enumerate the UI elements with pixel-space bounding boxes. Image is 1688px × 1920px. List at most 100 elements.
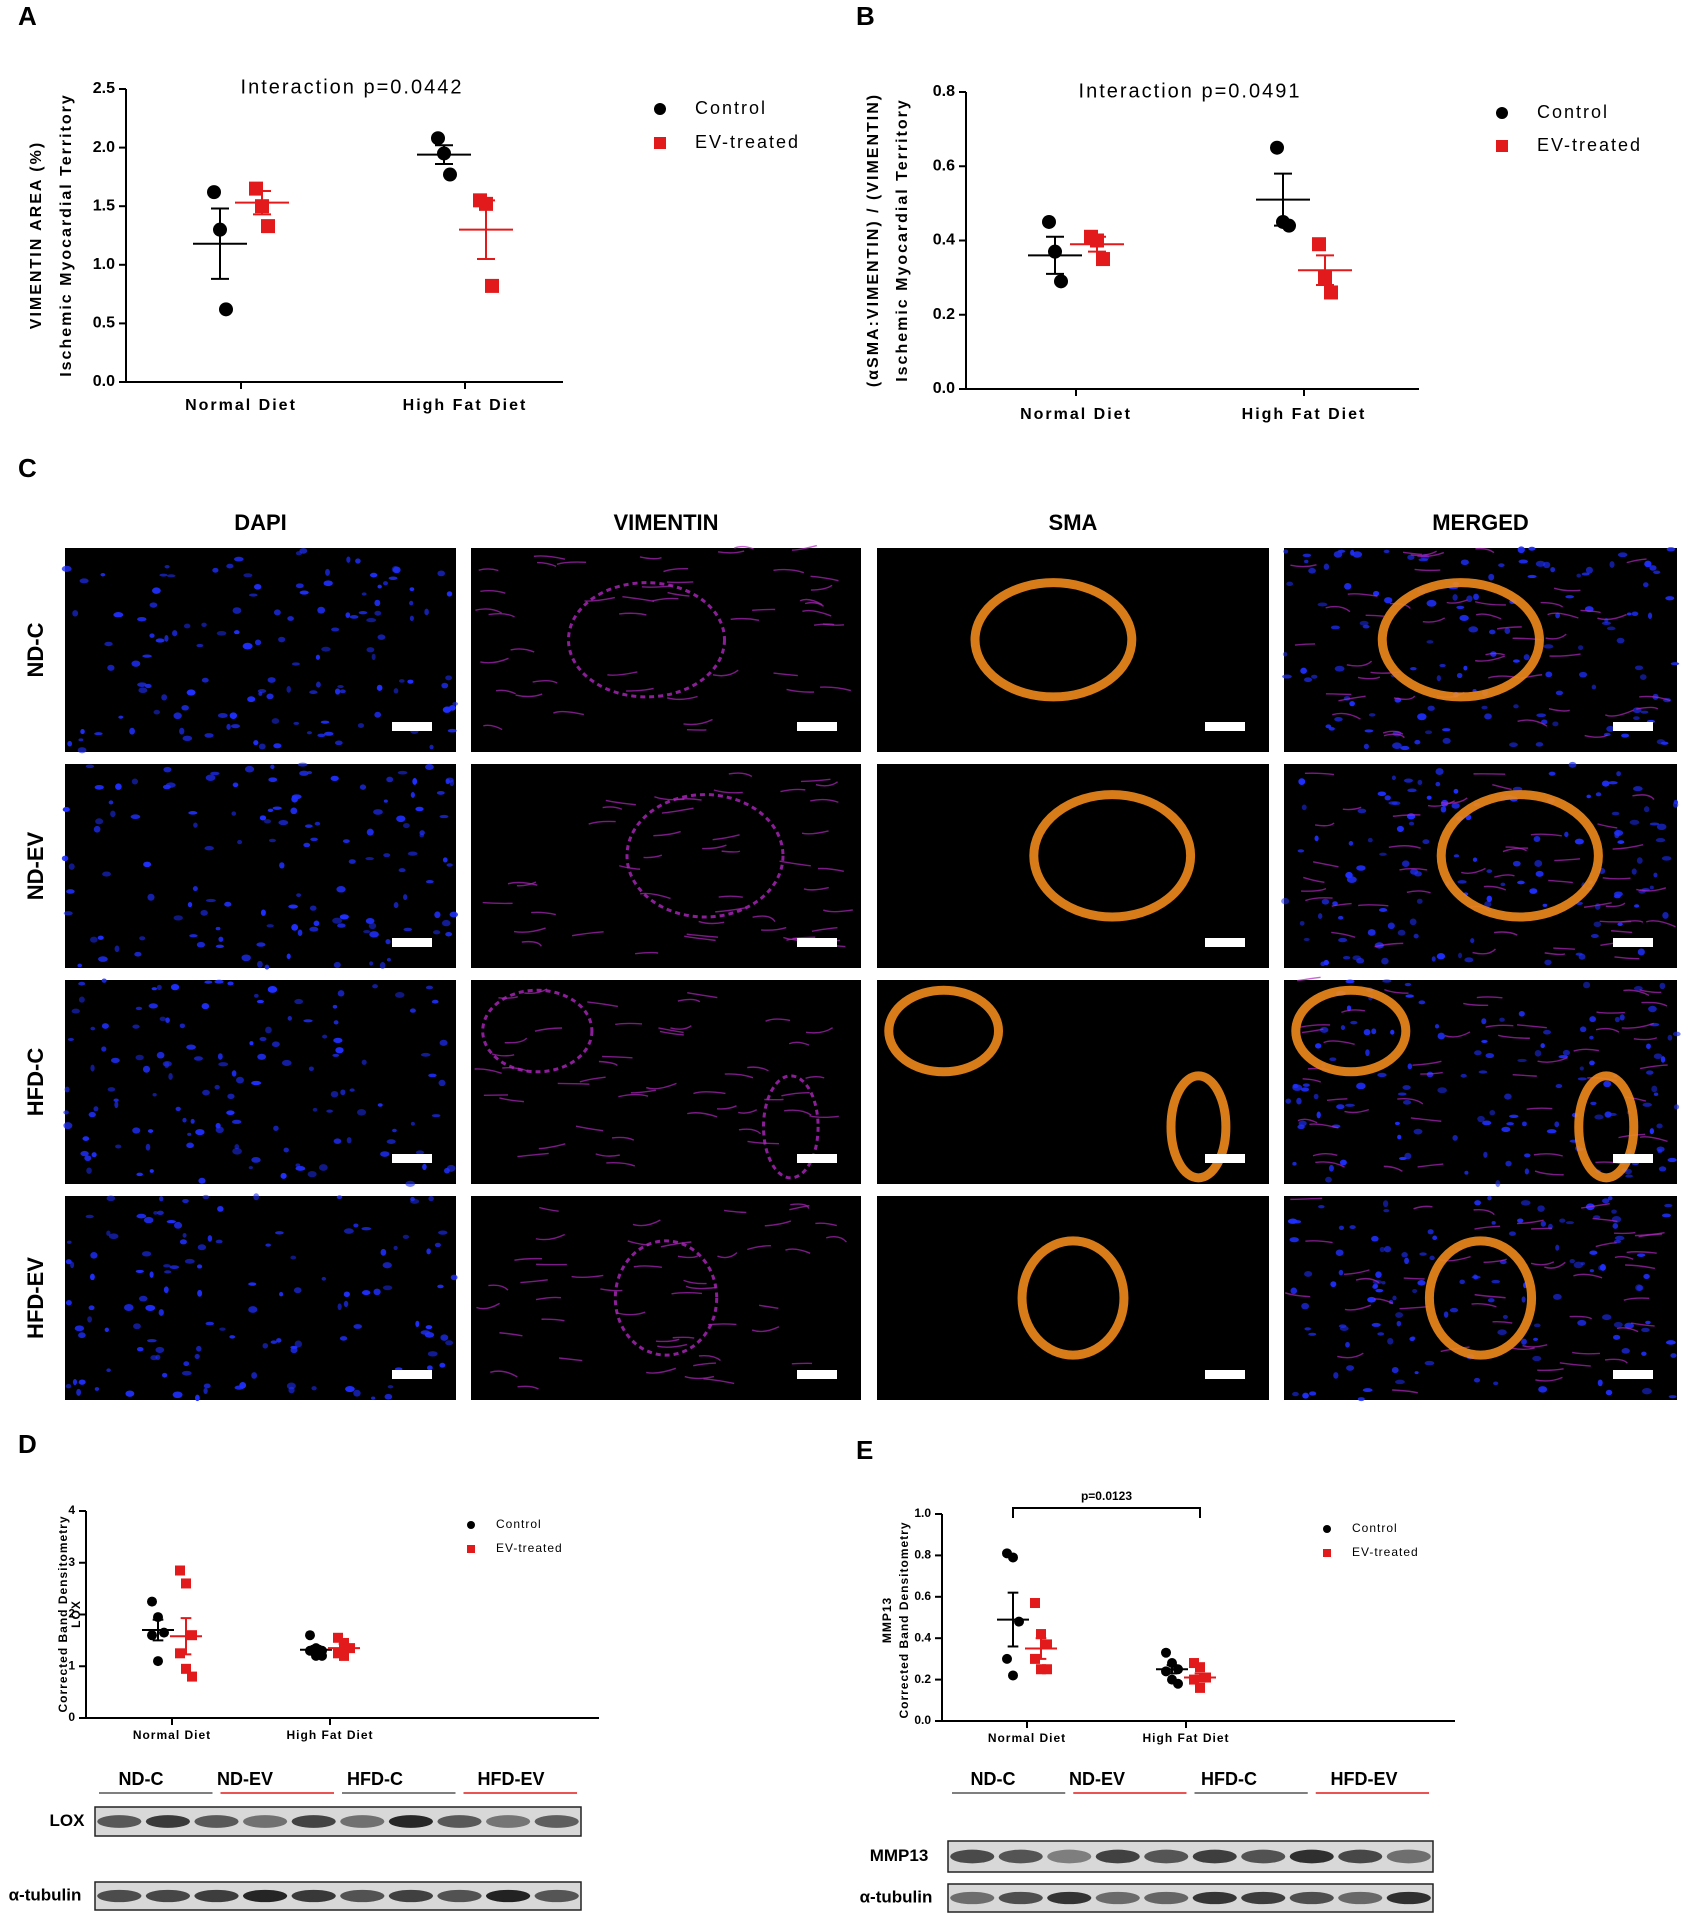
nucleus bbox=[1581, 572, 1590, 576]
nucleus bbox=[382, 1285, 393, 1291]
nucleus bbox=[226, 723, 231, 730]
nucleus bbox=[182, 1198, 189, 1204]
vimentin-fiber bbox=[1511, 1347, 1535, 1351]
nucleus bbox=[85, 764, 95, 769]
nucleus bbox=[258, 743, 266, 750]
nucleus bbox=[1397, 1092, 1407, 1096]
nucleus bbox=[251, 1372, 258, 1379]
nucleus bbox=[190, 1118, 195, 1124]
nucleus bbox=[152, 587, 161, 594]
nucleus bbox=[1633, 786, 1643, 792]
nucleus bbox=[1602, 1314, 1612, 1321]
vimentin-fiber bbox=[1544, 1261, 1566, 1269]
nucleus bbox=[1308, 567, 1316, 574]
nucleus bbox=[214, 979, 224, 984]
nucleus bbox=[380, 1151, 390, 1157]
nucleus bbox=[1308, 1391, 1317, 1396]
nucleus bbox=[226, 563, 234, 569]
vimentin-fiber bbox=[515, 693, 543, 698]
blot-band bbox=[388, 1815, 433, 1828]
nucleus bbox=[372, 984, 378, 989]
vimentin-fiber bbox=[616, 1311, 646, 1316]
nucleus bbox=[1577, 1077, 1587, 1081]
nucleus bbox=[1417, 713, 1427, 721]
significance-bracket bbox=[1012, 1507, 1201, 1518]
nucleus bbox=[226, 1110, 235, 1116]
nucleus bbox=[187, 902, 193, 908]
data-point bbox=[339, 1650, 349, 1661]
micrograph-bg bbox=[877, 980, 1269, 1184]
vimentin-fiber bbox=[670, 1025, 692, 1030]
nucleus bbox=[293, 1287, 302, 1294]
vimentin-fiber bbox=[1559, 1362, 1591, 1367]
blot-band bbox=[1192, 1891, 1237, 1905]
nucleus bbox=[1427, 1229, 1434, 1235]
nucleus bbox=[295, 551, 303, 556]
nucleus bbox=[1452, 1135, 1458, 1141]
nucleus bbox=[1500, 882, 1506, 887]
nucleus bbox=[1611, 1209, 1617, 1214]
nucleus bbox=[445, 932, 453, 937]
nucleus bbox=[1300, 1087, 1310, 1092]
vimentin-fiber bbox=[587, 1001, 618, 1008]
y-tick-label: 0.0 bbox=[93, 373, 115, 390]
nucleus bbox=[424, 608, 429, 616]
nucleus bbox=[323, 580, 333, 587]
y-tick-label: 0.6 bbox=[914, 1589, 931, 1603]
blot-row-label: MMP13 bbox=[870, 1846, 929, 1865]
nucleus bbox=[1523, 1153, 1531, 1158]
nucleus bbox=[156, 1210, 164, 1216]
nucleus bbox=[358, 611, 368, 615]
nucleus bbox=[1382, 1200, 1389, 1208]
nucleus bbox=[1396, 1320, 1402, 1327]
data-point bbox=[1270, 140, 1284, 155]
micrograph-bg bbox=[1284, 980, 1677, 1184]
vimentin-fiber bbox=[495, 689, 516, 695]
vimentin-fiber bbox=[1294, 643, 1316, 646]
nucleus bbox=[1363, 743, 1369, 750]
nucleus bbox=[1609, 561, 1615, 568]
nucleus bbox=[84, 1155, 92, 1162]
nucleus bbox=[303, 842, 311, 848]
nucleus bbox=[110, 810, 116, 818]
y-tick-label: 0.5 bbox=[93, 315, 115, 332]
vimentin-fiber bbox=[1496, 626, 1522, 630]
legend-marker bbox=[1496, 140, 1508, 152]
nucleus bbox=[1349, 1225, 1356, 1230]
legend-marker bbox=[1496, 107, 1508, 119]
nucleus bbox=[336, 885, 346, 893]
nucleus bbox=[383, 581, 388, 586]
nucleus bbox=[155, 1354, 161, 1361]
nucleus bbox=[1379, 1246, 1385, 1253]
nucleus bbox=[94, 784, 104, 790]
nucleus bbox=[410, 791, 415, 798]
micrograph-bg bbox=[65, 548, 456, 752]
nucleus bbox=[1506, 1122, 1514, 1126]
nucleus bbox=[1540, 1220, 1546, 1227]
nucleus bbox=[422, 1163, 427, 1171]
vimentin-fiber bbox=[717, 550, 745, 554]
vimentin-fiber bbox=[488, 612, 515, 618]
vimentin-fiber bbox=[1473, 1208, 1495, 1216]
nucleus bbox=[1289, 1237, 1299, 1243]
nucleus bbox=[207, 1235, 213, 1242]
vimentin-fiber bbox=[1414, 568, 1441, 572]
nucleus bbox=[88, 1111, 96, 1118]
data-point bbox=[261, 219, 275, 234]
nucleus bbox=[94, 732, 103, 736]
blot-band bbox=[97, 1889, 142, 1903]
nucleus bbox=[278, 819, 289, 826]
nucleus bbox=[290, 1255, 297, 1260]
vimentin-fiber bbox=[1621, 1022, 1654, 1029]
vimentin-fiber bbox=[537, 561, 557, 568]
nucleus bbox=[339, 914, 349, 920]
nucleus bbox=[1313, 1093, 1319, 1100]
nucleus bbox=[1509, 742, 1518, 748]
data-point bbox=[187, 1671, 197, 1682]
nucleus bbox=[86, 1167, 92, 1174]
blot-band bbox=[1095, 1891, 1140, 1905]
lane-label: HFD-C bbox=[347, 1769, 403, 1789]
nucleus bbox=[1292, 1161, 1297, 1166]
nucleus bbox=[343, 1291, 350, 1298]
nucleus bbox=[415, 1150, 425, 1155]
